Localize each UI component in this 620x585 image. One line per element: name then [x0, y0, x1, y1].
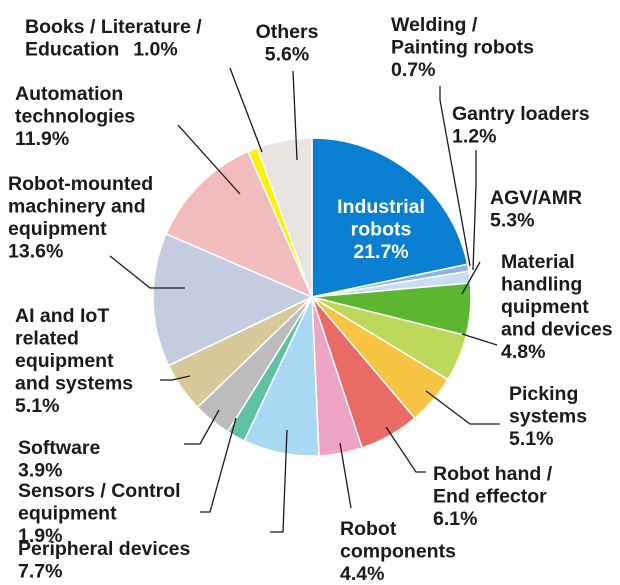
slice-label-line: Robot: [340, 518, 397, 540]
leader-line-welding-painting-robots: [439, 86, 471, 267]
slice-label-line: Sensors / Control: [18, 480, 181, 502]
slice-value: 6.1%: [433, 508, 477, 530]
slice-label-line: Education: [25, 39, 119, 61]
slice-label-line: Painting robots: [391, 37, 534, 59]
slice-label-material-handling-quipment-and-devices: Material handling quipment and devices 4.8%: [501, 251, 613, 363]
leader-line-robot-hand-end-effector: [385, 426, 426, 473]
slice-label-line: Others: [256, 21, 319, 43]
slice-label-line: End effector: [433, 486, 547, 508]
leader-line-automation-technologies: [177, 124, 241, 195]
slice-label-line: Peripheral devices: [18, 538, 191, 560]
slice-label-line: and systems: [15, 373, 133, 395]
slice-label-line: handling: [501, 274, 582, 296]
slice-label-line: and devices: [501, 319, 613, 341]
leader-line-ai-and-iot-related-equipment-and-systems: [160, 375, 191, 381]
pie-slice-industrial-robots: [311, 137, 469, 298]
slice-value: 21.7%: [353, 241, 408, 263]
leader-line-books-literature-education: [229, 67, 263, 153]
slice-value: 5.6%: [265, 44, 309, 66]
pie-slice-others: [256, 137, 313, 298]
slice-label-line: Picking: [509, 383, 578, 405]
slice-label-line: Robot-mounted: [8, 173, 153, 195]
leader-line-peripheral-devices: [270, 429, 288, 533]
slice-label-line: Books / Literature /: [25, 16, 202, 38]
slice-value: 3.9%: [18, 460, 62, 482]
slice-label-gantry-loaders: Gantry loaders 1.2%: [452, 103, 590, 148]
slice-value: 4.8%: [501, 341, 545, 363]
leader-line-picking-systems: [425, 390, 500, 425]
slice-label-software: Software 3.9%: [18, 437, 101, 482]
slice-value: 5.3%: [490, 210, 534, 232]
slice-label-line: robots: [351, 219, 412, 241]
leader-line-robot-components: [339, 442, 352, 509]
leader-line-agv-amr: [461, 261, 481, 295]
slice-label-ai-and-iot-related-equipment-and-systems: AI and IoT related equipment and systems 5.1…: [15, 305, 133, 417]
slice-label-line: equipment: [15, 350, 114, 372]
slice-label-line: Material: [501, 251, 575, 273]
slice-label-robot-hand-end-effector: Robot hand / End effector 6.1%: [433, 463, 553, 530]
slice-value: 5.1%: [509, 428, 553, 450]
slice-value: 5.1%: [15, 395, 59, 417]
slice-label-line: AI and IoT: [15, 305, 109, 327]
slice-label-robot-mounted-machinery-and-equipment: Robot-mounted machinery and equipment 13.6%: [8, 173, 153, 263]
slice-label-books-literature-education: Books / Literature / Education 1.0%: [25, 16, 202, 61]
slice-label-line: Industrial: [337, 196, 425, 218]
leader-line-others: [292, 70, 298, 161]
slice-label-line: equipment: [18, 503, 117, 525]
slice-value: 7.7%: [18, 561, 62, 581]
leader-line-robot-mounted-machinery-and-equipment: [109, 255, 185, 289]
slice-label-line: AGV/AMR: [490, 187, 582, 209]
slice-value: 4.4%: [340, 563, 384, 580]
slice-value: 11.9%: [15, 128, 69, 150]
slice-label-line: components: [340, 541, 456, 563]
leader-line-sensors-control-equipment: [200, 417, 237, 513]
slice-label-line: Gantry loaders: [452, 103, 590, 125]
slice-label-picking-systems: Picking systems 5.1%: [509, 383, 587, 450]
slice-label-line: Welding /: [391, 14, 478, 36]
slice-label-agv-amr: AGV/AMR 5.3%: [490, 187, 582, 232]
pie-slice-robot-mounted-machinery-and-equipment: [152, 232, 314, 367]
pie-slices: [152, 137, 472, 457]
slice-label-automation-technologies: Automation technologies 11.9%: [15, 83, 135, 150]
slice-label-line: Robot hand /: [433, 463, 553, 485]
slice-value: 1.2%: [452, 126, 496, 148]
pie-slice-automation-technologies: [165, 150, 314, 299]
slice-label-line: machinery and: [8, 196, 146, 218]
slice-label-peripheral-devices: Peripheral devices 7.7%: [18, 538, 191, 580]
leader-line-material-handling-quipment-and-devices: [461, 333, 498, 346]
slice-labels: Industrial robots 21.7% Welding / Painting r…: [8, 14, 613, 585]
slice-value: 13.6%: [8, 241, 63, 263]
slice-label-line: quipment: [501, 296, 589, 318]
slice-value: 0.7%: [391, 59, 435, 81]
slice-value: 1.0%: [133, 39, 177, 61]
leader-line-software: [184, 409, 220, 445]
slice-label-line: related: [15, 328, 79, 350]
leader-line-gantry-loaders: [472, 150, 477, 271]
slice-label-sensors-control-equipment: Sensors / Control equipment 1.9%: [18, 480, 181, 547]
slice-label-line: systems: [509, 406, 587, 428]
slice-label-line: equipment: [8, 218, 107, 240]
slice-value: 1.9%: [18, 525, 62, 547]
slice-label-line: technologies: [15, 106, 135, 128]
slice-label-line: Software: [18, 437, 101, 459]
leader-lines: [109, 67, 500, 533]
slice-label-others: Others 5.6%: [256, 21, 319, 66]
slice-label-industrial-robots: Industrial robots 21.7%: [337, 196, 425, 263]
slice-label-welding-painting-robots: Welding / Painting robots 0.7%: [391, 14, 534, 81]
slice-label-line: Automation: [15, 83, 123, 105]
